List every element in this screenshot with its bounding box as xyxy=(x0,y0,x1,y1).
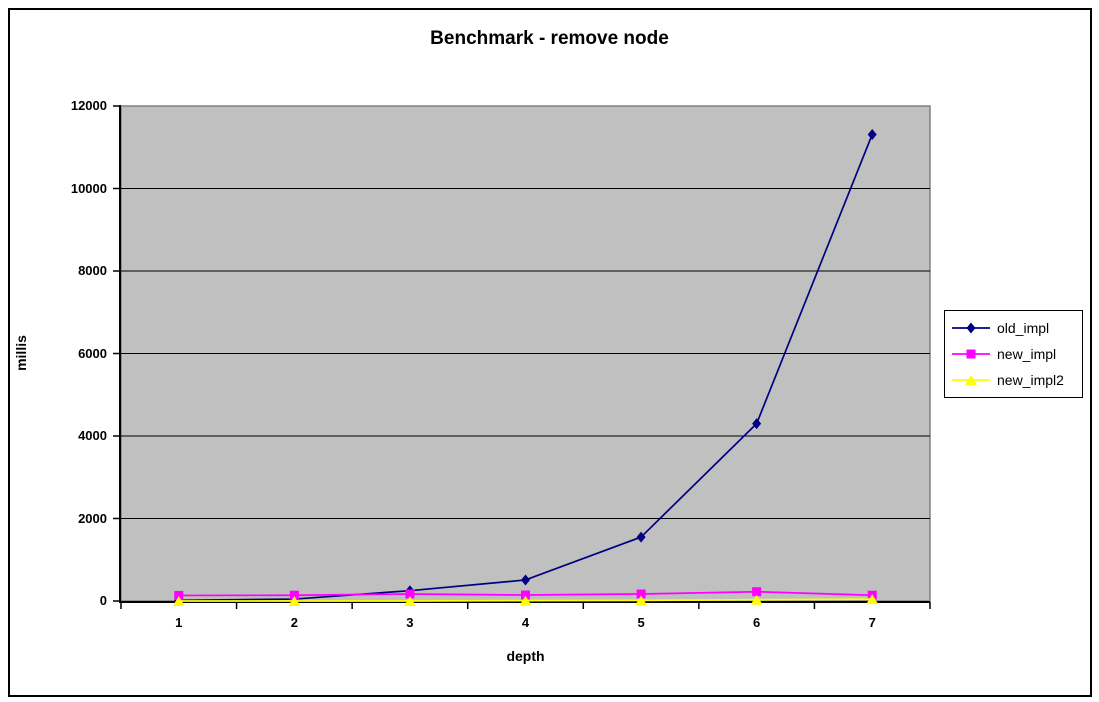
x-tick-label: 2 xyxy=(290,615,298,630)
data-point-new_impl xyxy=(289,590,299,600)
data-point-new_impl2 xyxy=(866,594,879,605)
data-point-new_impl xyxy=(174,590,184,600)
data-point-new_impl2 xyxy=(635,595,648,606)
data-point-new_impl2 xyxy=(519,595,532,606)
y-tick-label: 8000 xyxy=(78,263,107,278)
data-point-new_impl xyxy=(405,589,415,599)
x-tick-label: 3 xyxy=(406,615,414,630)
y-tick-label: 2000 xyxy=(78,510,107,526)
legend-item-new_impl: new_impl xyxy=(945,341,1082,367)
x-tick-label: 6 xyxy=(753,615,761,630)
legend: old_impl new_impl new_impl2 xyxy=(944,310,1083,398)
x-tick-label: 4 xyxy=(521,615,530,630)
legend-label: new_impl xyxy=(997,346,1057,362)
data-point-old_impl xyxy=(867,128,877,140)
data-point-new_impl2 xyxy=(403,596,416,606)
triangle-marker-icon xyxy=(952,375,990,385)
x-tick-label: 1 xyxy=(175,615,183,630)
y-tick-label: 10000 xyxy=(70,180,107,196)
chart-title: Benchmark - remove node xyxy=(430,28,669,49)
x-tick-label: 7 xyxy=(868,615,876,630)
x-tick-label: 5 xyxy=(637,615,645,630)
legend-label: new_impl2 xyxy=(997,372,1064,388)
data-point-new_impl2 xyxy=(288,596,301,606)
legend-item-new_impl2: new_impl2 xyxy=(945,367,1082,393)
data-point-old_impl xyxy=(521,574,530,586)
data-point-old_impl xyxy=(636,531,646,543)
legend-item-old_impl: old_impl xyxy=(945,315,1082,341)
x-axis-title: depth xyxy=(506,648,545,664)
legend-label: old_impl xyxy=(997,320,1050,336)
y-tick-label: 4000 xyxy=(78,428,107,443)
data-point-new_impl2 xyxy=(172,596,185,606)
data-point-new_impl xyxy=(521,590,530,600)
diamond-marker-icon xyxy=(952,322,990,334)
data-point-old_impl xyxy=(752,418,762,430)
data-point-new_impl xyxy=(752,587,762,597)
data-point-new_impl xyxy=(636,589,646,599)
y-tick-label: 12000 xyxy=(70,98,107,113)
y-tick-label: 6000 xyxy=(78,345,107,361)
data-point-new_impl2 xyxy=(750,594,763,605)
square-marker-icon xyxy=(952,349,990,359)
y-tick-label: 0 xyxy=(99,593,107,608)
